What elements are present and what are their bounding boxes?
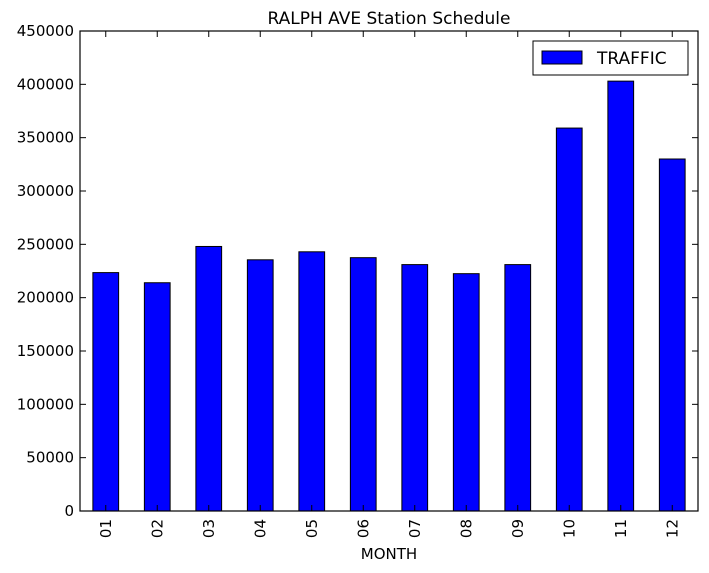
bar-11	[607, 80, 635, 512]
bars	[92, 80, 686, 512]
x-tick-label-12: 12	[663, 519, 681, 538]
y-tick-label: 350000	[17, 129, 74, 147]
x-tick-label-05: 05	[303, 519, 321, 538]
x-tick-label-07: 07	[406, 519, 424, 538]
y-tick-label: 0	[64, 502, 74, 520]
x-axis: 01 02 03 04 05 06 07 08 09 10 11 12	[97, 31, 681, 538]
bar-10	[555, 127, 583, 512]
y-tick-label: 100000	[17, 395, 74, 413]
y-tick-label: 400000	[17, 75, 74, 93]
bar-01	[92, 272, 120, 512]
x-tick-label-08: 08	[457, 519, 475, 538]
bar-02	[143, 282, 171, 512]
x-tick-label-06: 06	[354, 519, 372, 538]
y-tick-label: 150000	[17, 342, 74, 360]
bar-04	[246, 259, 274, 512]
x-tick-label-04: 04	[251, 519, 269, 538]
y-tick-label: 200000	[17, 289, 74, 307]
bar-07	[401, 264, 429, 512]
legend-label-traffic: TRAFFIC	[596, 49, 667, 69]
y-tick-label: 250000	[17, 235, 74, 253]
bar-09	[504, 264, 532, 512]
y-tick-label: 450000	[17, 22, 74, 40]
y-axis: 0 50000 100000 150000 200000 250000 300000 3500…	[17, 22, 698, 520]
x-tick-label-03: 03	[200, 519, 218, 538]
bar-08	[452, 273, 480, 512]
x-tick-label-10: 10	[560, 519, 578, 538]
x-tick-label-01: 01	[97, 519, 115, 538]
plot-frame	[79, 30, 699, 512]
x-tick-label-11: 11	[612, 519, 630, 538]
legend: TRAFFIC	[532, 40, 689, 76]
x-tick-label-02: 02	[148, 519, 166, 538]
bar-03	[195, 245, 223, 512]
bar-06	[349, 257, 377, 512]
y-tick-label: 300000	[17, 182, 74, 200]
legend-swatch	[541, 50, 583, 65]
y-tick-label: 50000	[26, 449, 74, 467]
x-tick-label-09: 09	[509, 519, 527, 538]
chart-title: RALPH AVE Station Schedule	[268, 9, 511, 29]
bar-05	[298, 251, 326, 512]
bar-12	[658, 158, 686, 512]
x-axis-label: MONTH	[361, 545, 417, 563]
